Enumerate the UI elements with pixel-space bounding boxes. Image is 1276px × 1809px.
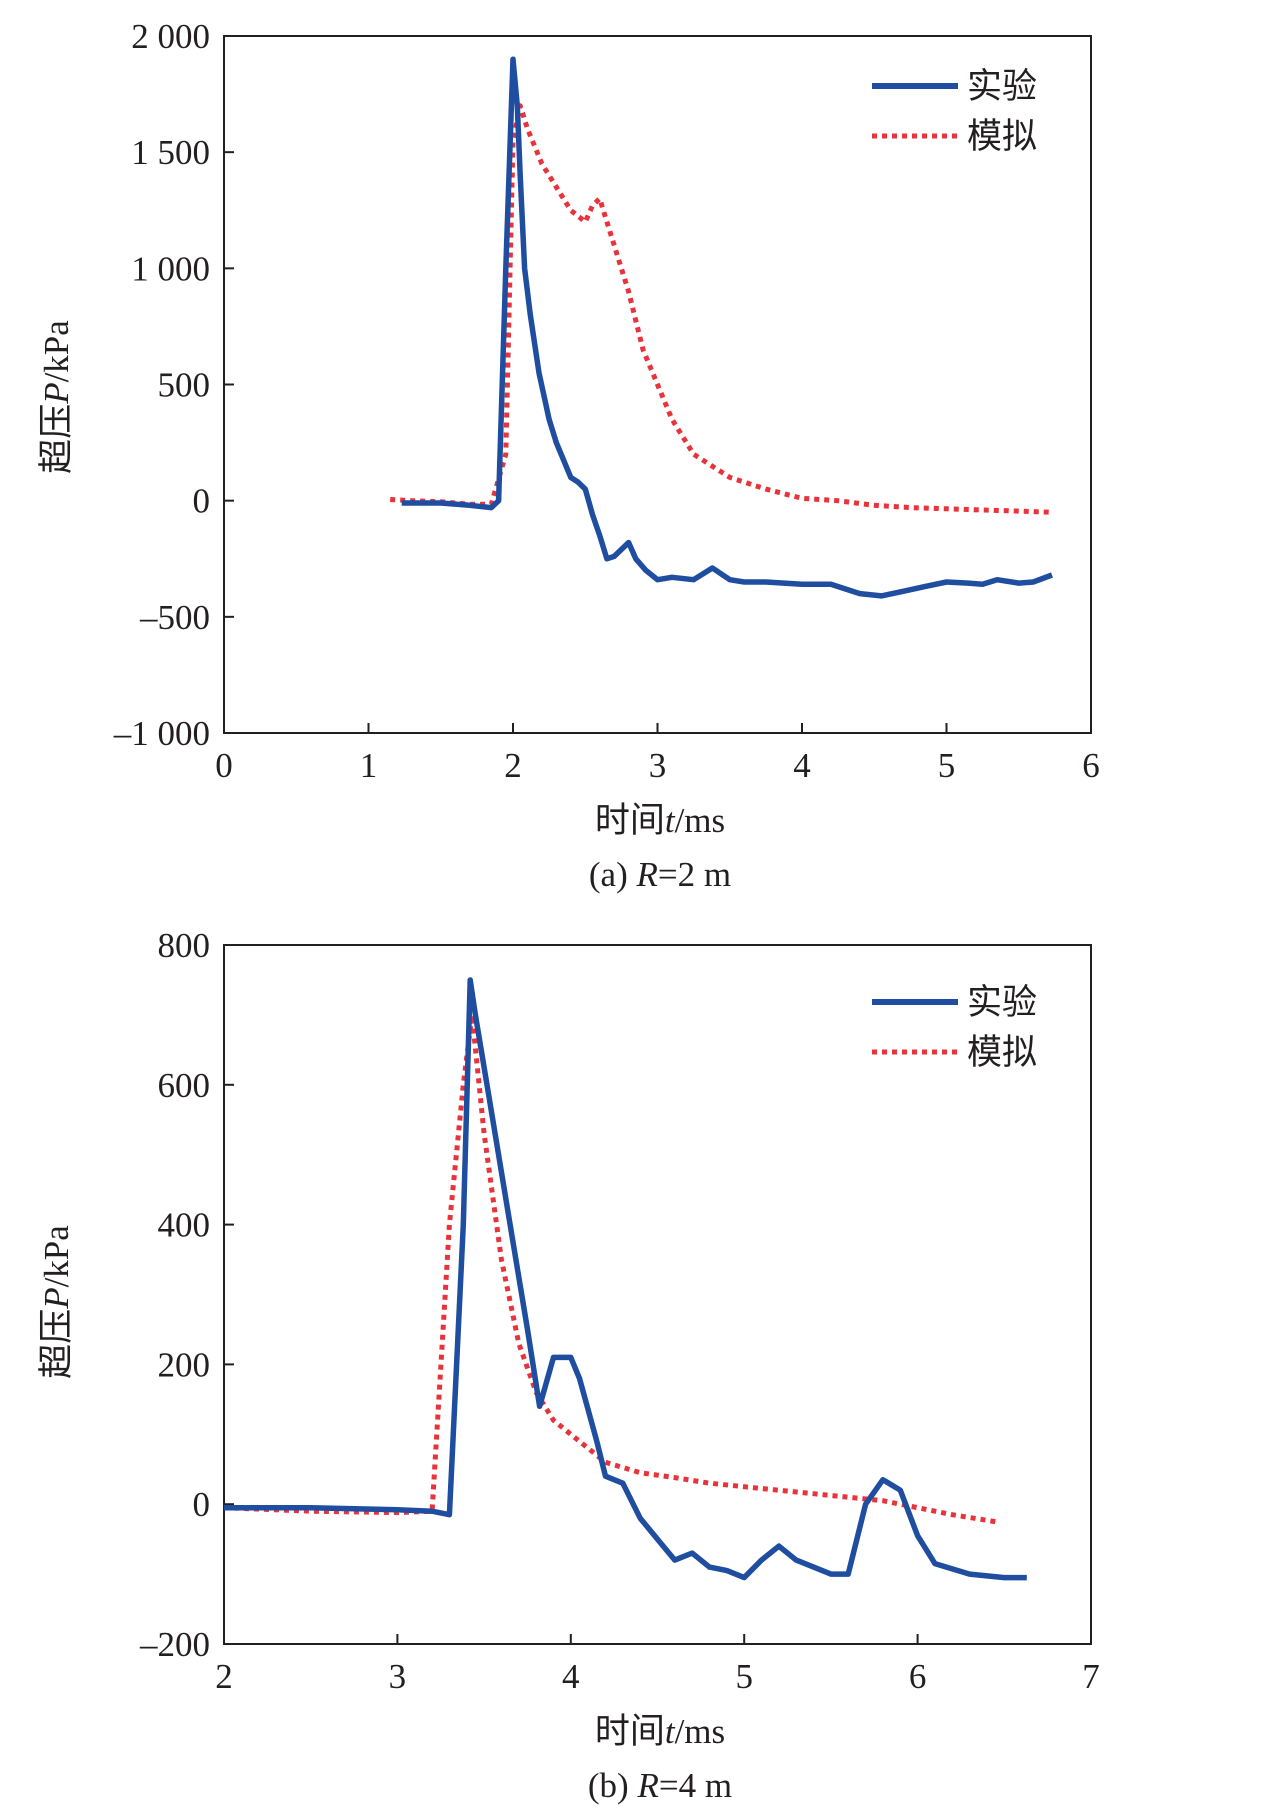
x-axis-label: 时间t/ms — [595, 1712, 725, 1751]
y-tick-label: 600 — [158, 1066, 211, 1105]
caption-suffix: =2 m — [658, 855, 731, 894]
caption-suffix: =4 m — [659, 1766, 732, 1805]
x-axis-label-var: t — [665, 1712, 676, 1751]
x-tick-label: 2 — [215, 1657, 233, 1696]
x-tick-label: 1 — [360, 746, 378, 785]
legend: 实验 模拟 — [872, 983, 1037, 1072]
x-tick-label: 2 — [504, 746, 522, 785]
y-tick-label: 200 — [158, 1345, 211, 1384]
x-tick-label: 3 — [389, 1657, 407, 1696]
legend-label-simulation: 模拟 — [967, 1033, 1037, 1072]
y-tick-label: 0 — [193, 482, 211, 521]
caption-var: R — [636, 1766, 658, 1805]
y-axis-label: 超压P/kPa — [37, 1225, 76, 1379]
y-axis-ticks: 2 000 1 500 1 000 500 0 –500 –1 000 — [113, 17, 234, 753]
plot-frame — [223, 944, 1092, 1645]
chart-panel-a: 0 1 2 3 4 5 6 2 000 1 500 1 000 500 0 –500 –1 000 实验… — [37, 17, 1100, 894]
y-tick-label: –500 — [139, 598, 210, 637]
y-axis-label-var: P — [37, 382, 76, 404]
x-axis-label-prefix: 时间 — [595, 801, 665, 840]
y-axis-label-unit: /kPa — [37, 320, 76, 383]
chart-panel-b: 2 3 4 5 6 7 800 600 400 200 0 –200 实验 模拟 时间t/ms 超压… — [37, 926, 1100, 1805]
y-axis-ticks: 800 600 400 200 0 –200 — [139, 926, 234, 1664]
x-tick-label: 4 — [793, 746, 811, 785]
caption-prefix: (a) — [589, 855, 637, 894]
panel-caption: (b) R=4 m — [588, 1766, 732, 1805]
y-axis-label-prefix: 超压 — [37, 1309, 76, 1379]
x-axis-label-unit: /ms — [675, 801, 726, 840]
x-tick-label: 5 — [938, 746, 956, 785]
caption-prefix: (b) — [588, 1766, 638, 1805]
series-line-experiment — [224, 977, 1027, 1581]
y-tick-label: –1 000 — [113, 714, 210, 753]
y-tick-label: 800 — [158, 926, 211, 965]
y-tick-label: 1 000 — [131, 249, 210, 288]
y-tick-label: 2 000 — [131, 17, 210, 56]
y-tick-label: –200 — [139, 1625, 210, 1664]
y-tick-label: 0 — [193, 1485, 211, 1524]
y-axis-label-var: P — [37, 1287, 76, 1309]
x-axis-label-prefix: 时间 — [595, 1712, 665, 1751]
legend-label-simulation: 模拟 — [967, 117, 1037, 156]
series-line-experiment — [401, 56, 1053, 599]
x-tick-label: 7 — [1082, 1657, 1100, 1696]
x-axis-label: 时间t/ms — [595, 801, 725, 840]
legend: 实验 模拟 — [872, 67, 1037, 156]
x-tick-label: 6 — [1082, 746, 1100, 785]
x-axis-label-unit: /ms — [675, 1712, 726, 1751]
legend-label-experiment: 实验 — [967, 67, 1037, 106]
panel-caption: (a) R=2 m — [589, 855, 731, 894]
series-layer — [223, 977, 1027, 1581]
y-tick-label: 1 500 — [131, 133, 210, 172]
x-tick-label: 3 — [649, 746, 667, 785]
x-axis-label-var: t — [665, 801, 676, 840]
series-layer — [390, 56, 1053, 599]
legend-label-experiment: 实验 — [967, 983, 1037, 1022]
x-tick-label: 5 — [735, 1657, 753, 1696]
y-axis-label: 超压P/kPa — [37, 320, 76, 474]
x-tick-label: 6 — [909, 1657, 927, 1696]
y-axis-label-unit: /kPa — [37, 1225, 76, 1288]
y-axis-label-prefix: 超压 — [37, 404, 76, 474]
series-line-simulation — [390, 103, 1053, 515]
x-axis-ticks: 0 1 2 3 4 5 6 — [215, 723, 1100, 785]
y-tick-label: 500 — [158, 366, 211, 405]
series-line-simulation — [223, 1012, 996, 1525]
x-tick-label: 4 — [562, 1657, 580, 1696]
caption-var: R — [636, 855, 658, 894]
y-tick-label: 400 — [158, 1206, 211, 1245]
x-tick-label: 0 — [215, 746, 233, 785]
x-axis-ticks: 2 3 4 5 6 7 — [215, 1634, 1100, 1696]
